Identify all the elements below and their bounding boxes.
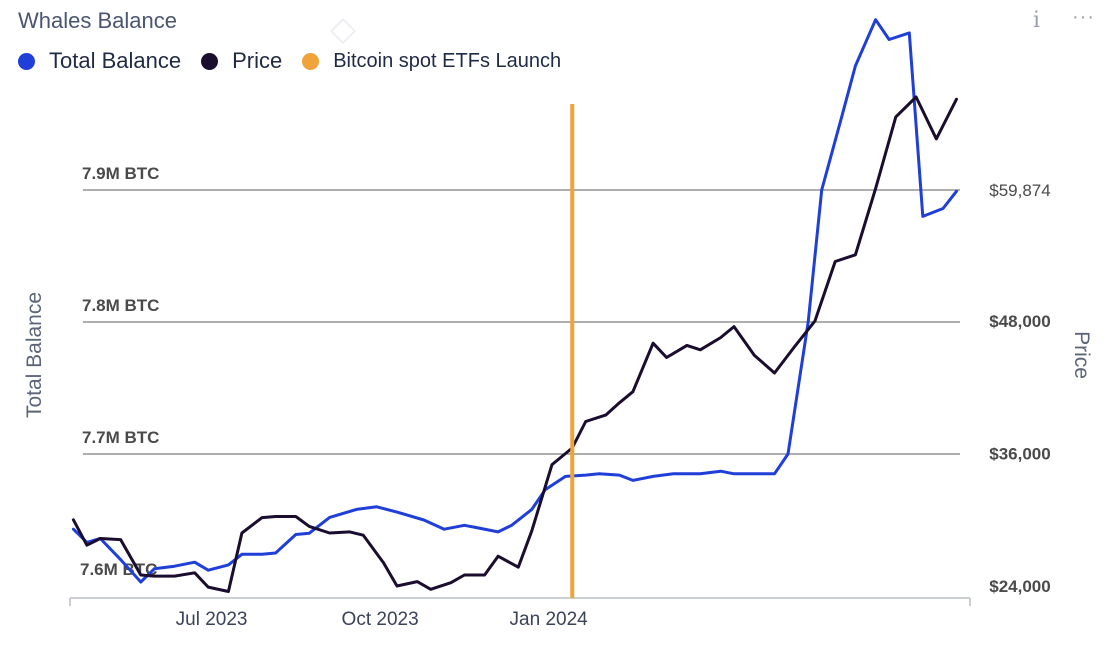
legend-item-price[interactable]: Price bbox=[201, 48, 282, 74]
chart-title: Whales Balance bbox=[18, 8, 177, 33]
right-tick-label: $48,000 bbox=[989, 312, 1050, 331]
x-tick-label: Jul 2023 bbox=[176, 609, 248, 630]
right-tick-label: $24,000 bbox=[989, 577, 1050, 596]
series-line-total-balance bbox=[71, 18, 958, 584]
legend-label-etf-launch: Bitcoin spot ETFs Launch bbox=[333, 49, 562, 72]
right-tick-label: $59,874 bbox=[989, 181, 1050, 200]
x-tick-label: Jan 2024 bbox=[510, 609, 589, 630]
legend-label-total-balance: Total Balance bbox=[49, 48, 182, 73]
legend-dot-total-balance bbox=[18, 52, 35, 70]
legend-label-price: Price bbox=[232, 48, 283, 73]
right-axis-title: Price bbox=[1070, 331, 1093, 379]
info-icon[interactable]: i bbox=[1033, 8, 1041, 33]
left-tick-label: 7.7M BTC bbox=[82, 428, 159, 447]
legend-item-total-balance[interactable]: Total Balance bbox=[18, 48, 181, 74]
legend: Total Balance Price Bitcoin spot ETFs La… bbox=[18, 48, 581, 74]
left-tick-label: 7.8M BTC bbox=[82, 296, 159, 315]
watermark-logo: ◇ bbox=[330, 9, 357, 49]
legend-dot-etf-launch bbox=[302, 52, 320, 70]
series-line-price bbox=[71, 95, 958, 593]
x-tick-label: Oct 2023 bbox=[342, 609, 419, 630]
legend-dot-price bbox=[201, 52, 219, 70]
legend-item-etf-launch[interactable]: Bitcoin spot ETFs Launch bbox=[302, 50, 561, 73]
right-tick-label: $36,000 bbox=[989, 445, 1050, 464]
left-axis-title: Total Balance bbox=[23, 292, 46, 418]
left-tick-label: 7.6M BTC bbox=[80, 560, 157, 579]
more-options-icon[interactable]: ··· bbox=[1072, 6, 1095, 28]
left-tick-label: 7.9M BTC bbox=[82, 164, 159, 183]
